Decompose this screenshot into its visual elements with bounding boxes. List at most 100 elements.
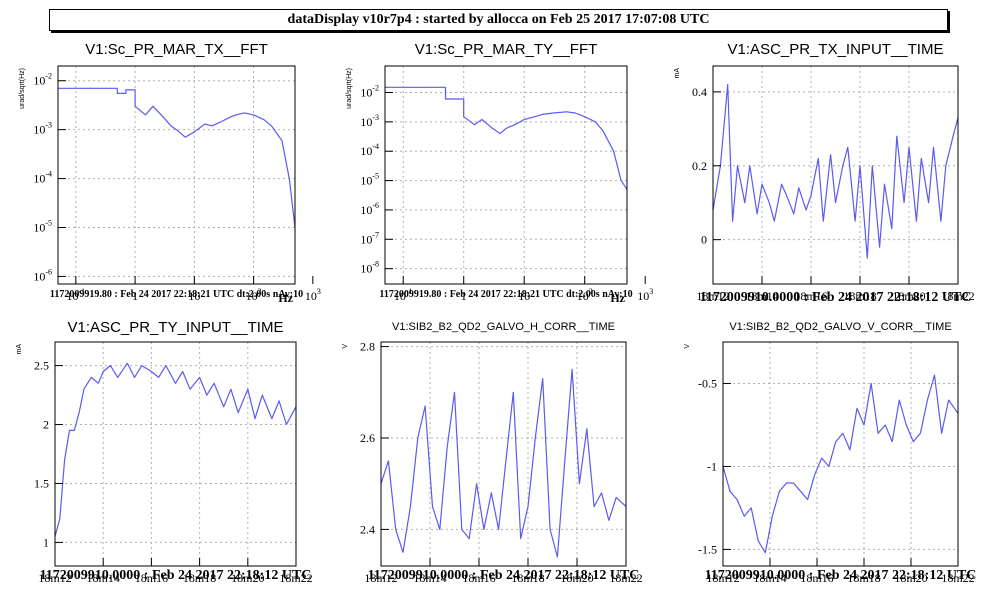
- y-tick-label: 10-3: [33, 121, 52, 137]
- y-tick-label: 10-5: [33, 218, 52, 234]
- x-tick-label: 18m22: [609, 571, 642, 585]
- chart-footer: 1172009910.0000 : Feb 24 2017 22:18:12 U…: [368, 568, 640, 583]
- chart-footer: 1172009910.0000 : Feb 24 2017 22:18:12 U…: [700, 290, 972, 305]
- x-tick-label: 18m14: [753, 571, 786, 585]
- y-axis-unit: V: [342, 344, 349, 349]
- data-trace: [722, 374, 959, 554]
- plot-frame: [380, 341, 627, 567]
- x-tick-label: 18m16: [135, 571, 168, 585]
- x-tick-label: 18m20: [894, 571, 927, 585]
- data-trace: [380, 368, 627, 558]
- data-trace: [58, 87, 296, 228]
- x-axis-unit: Hz: [610, 291, 625, 305]
- x-axis-unit: Hz: [278, 291, 293, 305]
- chart-title: V1:SIB2_B2_QD2_GALVO_V_CORR__TIME: [729, 321, 951, 333]
- y-tick-label: 0.2: [692, 159, 707, 173]
- grid-lines: [723, 342, 958, 566]
- page-title: dataDisplay v10r7p4 : started by allocca…: [287, 12, 710, 27]
- x-tick-label: 18m18: [843, 289, 876, 303]
- y-tick-label: 10-8: [360, 260, 379, 276]
- y-axis-unit: mA: [16, 344, 23, 355]
- y-tick-label: 0: [701, 233, 707, 247]
- grid-lines: [58, 66, 295, 284]
- x-tick-label: 10: [518, 289, 530, 303]
- x-tick-exponent: 2: [258, 287, 262, 296]
- ty-input-time-chart: V1:ASC_PR_TY_INPUT__TIME mA 18m12 18m14 18m1…: [16, 319, 313, 585]
- y-tick-label: 2.5: [34, 359, 49, 373]
- chart-title: V1:ASC_PR_TY_INPUT__TIME: [68, 319, 284, 336]
- x-tick-label: 18m16: [462, 571, 495, 585]
- chart-footer: 1172009910.0000 : Feb 24 2017 22:18:12 U…: [40, 568, 312, 583]
- x-tick-label: 102: [577, 287, 593, 303]
- x-tick-exponent: -1: [406, 287, 413, 296]
- x-tick-label: 18m22: [941, 571, 974, 585]
- y-axis-unit: urad/sqrt(Hz): [346, 68, 353, 109]
- chart-footer: 1172009910.0000 : Feb 24 2017 22:18:12 U…: [705, 568, 977, 583]
- y-tick-label: 2.6: [360, 431, 375, 445]
- plot-frame: [712, 65, 959, 285]
- plot-frame: [384, 65, 628, 285]
- y-tick-label: 10-6: [33, 267, 52, 283]
- page-title-banner: dataDisplay v10r7p4 : started by allocca…: [49, 9, 948, 31]
- x-tick-exponent: 3: [649, 287, 653, 296]
- x-tick-label: 18m20: [560, 571, 593, 585]
- y-tick-label: 0.4: [692, 85, 707, 99]
- x-tick-exponent: 2: [589, 287, 593, 296]
- y-tick-exponent: -3: [45, 121, 52, 130]
- tx-input-time-chart: V1:ASC_PR_TX_INPUT__TIME mA 18m12 18m14 18m1…: [674, 41, 975, 305]
- fft-tx-chart: V1:Sc_PR_MAR_TX__FFT urad/sqrt(Hz) 10 -1 1 10…: [19, 41, 321, 305]
- y-tick-exponent: -7: [372, 230, 379, 239]
- chart-footer: 1172009919.80 : Feb 24 2017 22:18:21 UTC…: [50, 289, 303, 300]
- x-tick-label: 18m12: [364, 571, 397, 585]
- y-tick-exponent: -8: [372, 260, 379, 269]
- y-tick-exponent: -5: [45, 218, 52, 227]
- y-tick-label: 10-5: [360, 172, 379, 188]
- x-tick-label: 18m16: [800, 571, 833, 585]
- x-tick-label: 103: [305, 287, 321, 303]
- x-tick-label: 18m14: [87, 571, 120, 585]
- chart-title: V1:ASC_PR_TX_INPUT__TIME: [728, 41, 944, 58]
- y-tick-label: -0.5: [698, 376, 717, 390]
- x-tick-exponent: 3: [317, 287, 321, 296]
- y-tick-label: 2: [43, 418, 49, 432]
- x-tick-label: 18m12: [696, 289, 729, 303]
- x-tick-label: 18m12: [706, 571, 739, 585]
- y-tick-exponent: -4: [372, 142, 379, 151]
- y-tick-label: -1: [707, 459, 717, 473]
- plot-frame: [54, 341, 297, 567]
- y-tick-label: -1.5: [698, 542, 717, 556]
- x-tick-label: 18m12: [38, 571, 71, 585]
- x-tick-label: 1: [132, 289, 138, 303]
- x-tick-label: 18m18: [847, 571, 880, 585]
- x-tick-label: 18m20: [231, 571, 264, 585]
- x-tick-label: 18m22: [941, 289, 974, 303]
- x-tick-label: 18m22: [279, 571, 312, 585]
- x-tick-label: 103: [637, 287, 653, 303]
- y-tick-exponent: -3: [372, 113, 379, 122]
- y-axis-unit: mA: [674, 68, 681, 79]
- x-tick-label: 18m18: [511, 571, 544, 585]
- chart-footer: 1172009919.80 : Feb 24 2017 22:18:21 UTC…: [379, 289, 632, 300]
- y-tick-exponent: -4: [45, 170, 52, 179]
- x-tick-label: 18m14: [413, 571, 446, 585]
- y-tick-label: 10-2: [33, 72, 52, 88]
- y-tick-exponent: -5: [372, 172, 379, 181]
- data-trace: [54, 362, 297, 537]
- x-tick-label: 18m20: [892, 289, 925, 303]
- fft-ty-chart: V1:Sc_PR_MAR_TY__FFT urad/sqrt(Hz) 10 -1 1 10…: [346, 41, 653, 305]
- y-tick-label: 2.8: [360, 340, 375, 354]
- y-axis-unit: urad/sqrt(Hz): [19, 68, 26, 109]
- chart-title: V1:Sc_PR_MAR_TX__FFT: [85, 41, 268, 58]
- data-trace: [385, 86, 628, 190]
- y-tick-label: 10-2: [360, 84, 379, 100]
- x-tick-label: 18m16: [794, 289, 827, 303]
- y-axis-unit: V: [684, 344, 691, 349]
- y-tick-label: 1: [43, 535, 49, 549]
- x-tick-label: 18m14: [745, 289, 778, 303]
- y-tick-label: 10-4: [360, 142, 379, 158]
- plot-frame: [57, 65, 296, 285]
- y-tick-label: 2.4: [360, 522, 375, 536]
- plot-frame: [722, 341, 959, 567]
